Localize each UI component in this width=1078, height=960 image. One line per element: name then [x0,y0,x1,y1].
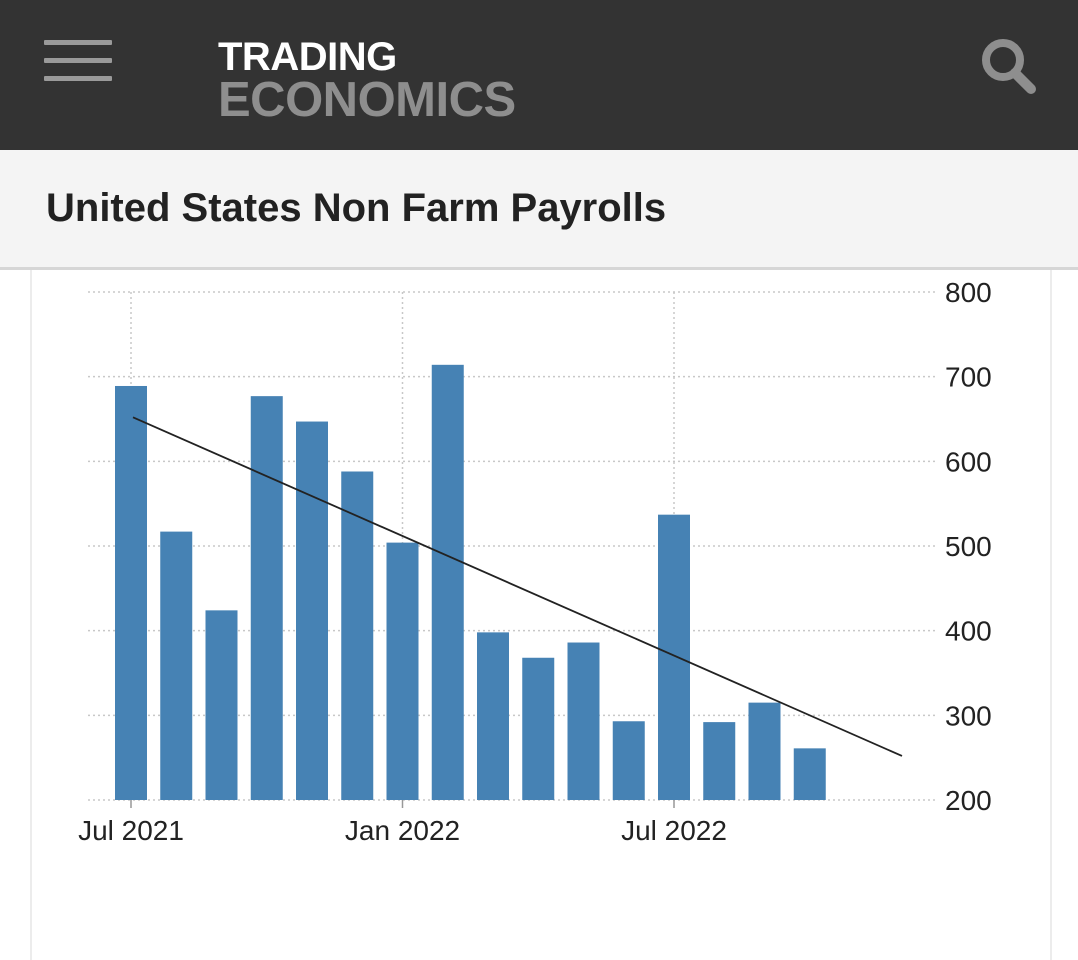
y-tick-label: 300 [945,700,992,731]
x-tick-label: Jul 2021 [78,815,184,846]
trend-layer [132,416,903,757]
bar-jan-2022 [386,542,419,800]
bar-jun-2022 [612,721,645,800]
bar-feb-2022 [431,364,464,800]
label-layer: 800 700 600 500 400 300 200 Jul 2021 Jan 2022 Jul… [78,277,992,846]
logo-economics: ECONOMICS [218,73,516,127]
bar-oct-2022 [793,748,826,800]
bar-jul-2021 [115,385,147,800]
y-tick-label: 700 [945,362,992,393]
chart: 800 700 600 500 400 300 200 Jul 2021 Jan 2022 Jul… [78,277,992,846]
top-bar: TRADING ECONOMICS [0,0,1078,150]
logo-trading: TRADING [218,35,397,79]
x-tick-label: Jul 2022 [621,815,727,846]
bar-jul-2022 [658,514,690,800]
bar-oct-2021 [250,396,283,800]
bar-dec-2021 [341,471,374,800]
chart-card [30,270,1052,960]
bar-may-2022 [567,642,600,800]
bar-layer [115,364,826,800]
y-tick-label: 200 [945,785,992,816]
bar-sep-2022 [748,702,781,800]
search-icon[interactable] [978,34,1040,96]
bar-aug-2021 [160,531,193,800]
x-tick-label: Jan 2022 [345,815,460,846]
y-tick-label: 800 [945,277,992,308]
y-tick-label: 500 [945,531,992,562]
trend-line [132,416,903,757]
title-bar [0,150,1078,270]
bar-nov-2021 [296,421,328,800]
y-tick-label: 600 [945,446,992,477]
logo[interactable]: TRADING ECONOMICS [218,35,516,127]
page-title: United States Non Farm Payrolls [46,186,667,230]
bar-aug-2022 [703,722,736,800]
bar-sep-2021 [205,610,238,800]
y-tick-label: 400 [945,616,992,647]
bar-mar-2022 [477,632,509,800]
bar-apr-2022 [522,657,555,800]
hamburger-menu-icon[interactable] [44,40,112,82]
